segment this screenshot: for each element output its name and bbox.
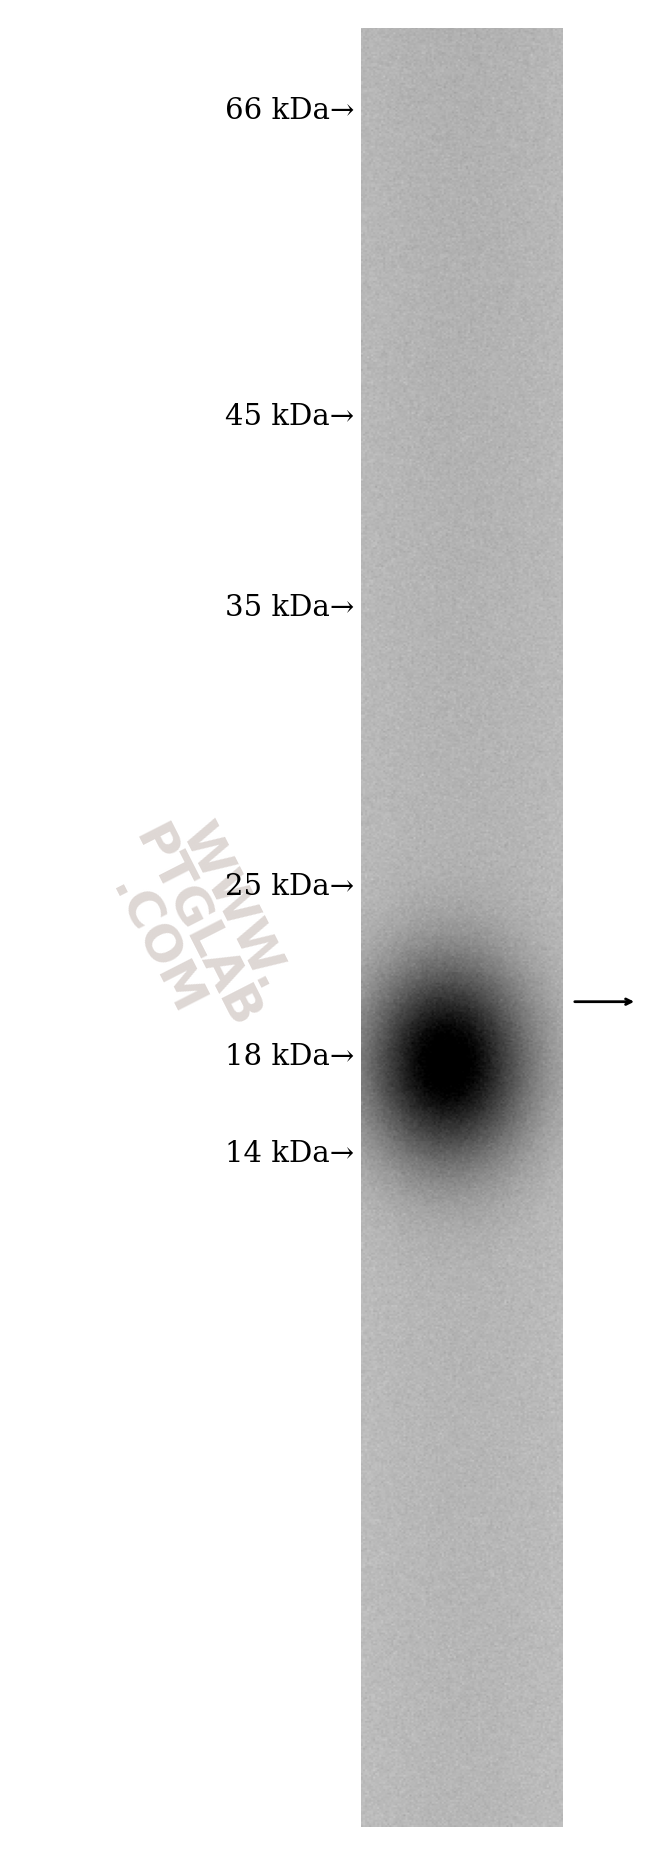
Text: 25 kDa→: 25 kDa→: [225, 872, 354, 902]
Text: 66 kDa→: 66 kDa→: [225, 96, 354, 126]
Text: 45 kDa→: 45 kDa→: [225, 403, 354, 432]
Text: 35 kDa→: 35 kDa→: [225, 594, 354, 623]
Text: WWW.
PTGLAB
.COM: WWW. PTGLAB .COM: [84, 798, 306, 1057]
Text: 14 kDa→: 14 kDa→: [225, 1139, 354, 1169]
Text: 18 kDa→: 18 kDa→: [225, 1043, 354, 1072]
